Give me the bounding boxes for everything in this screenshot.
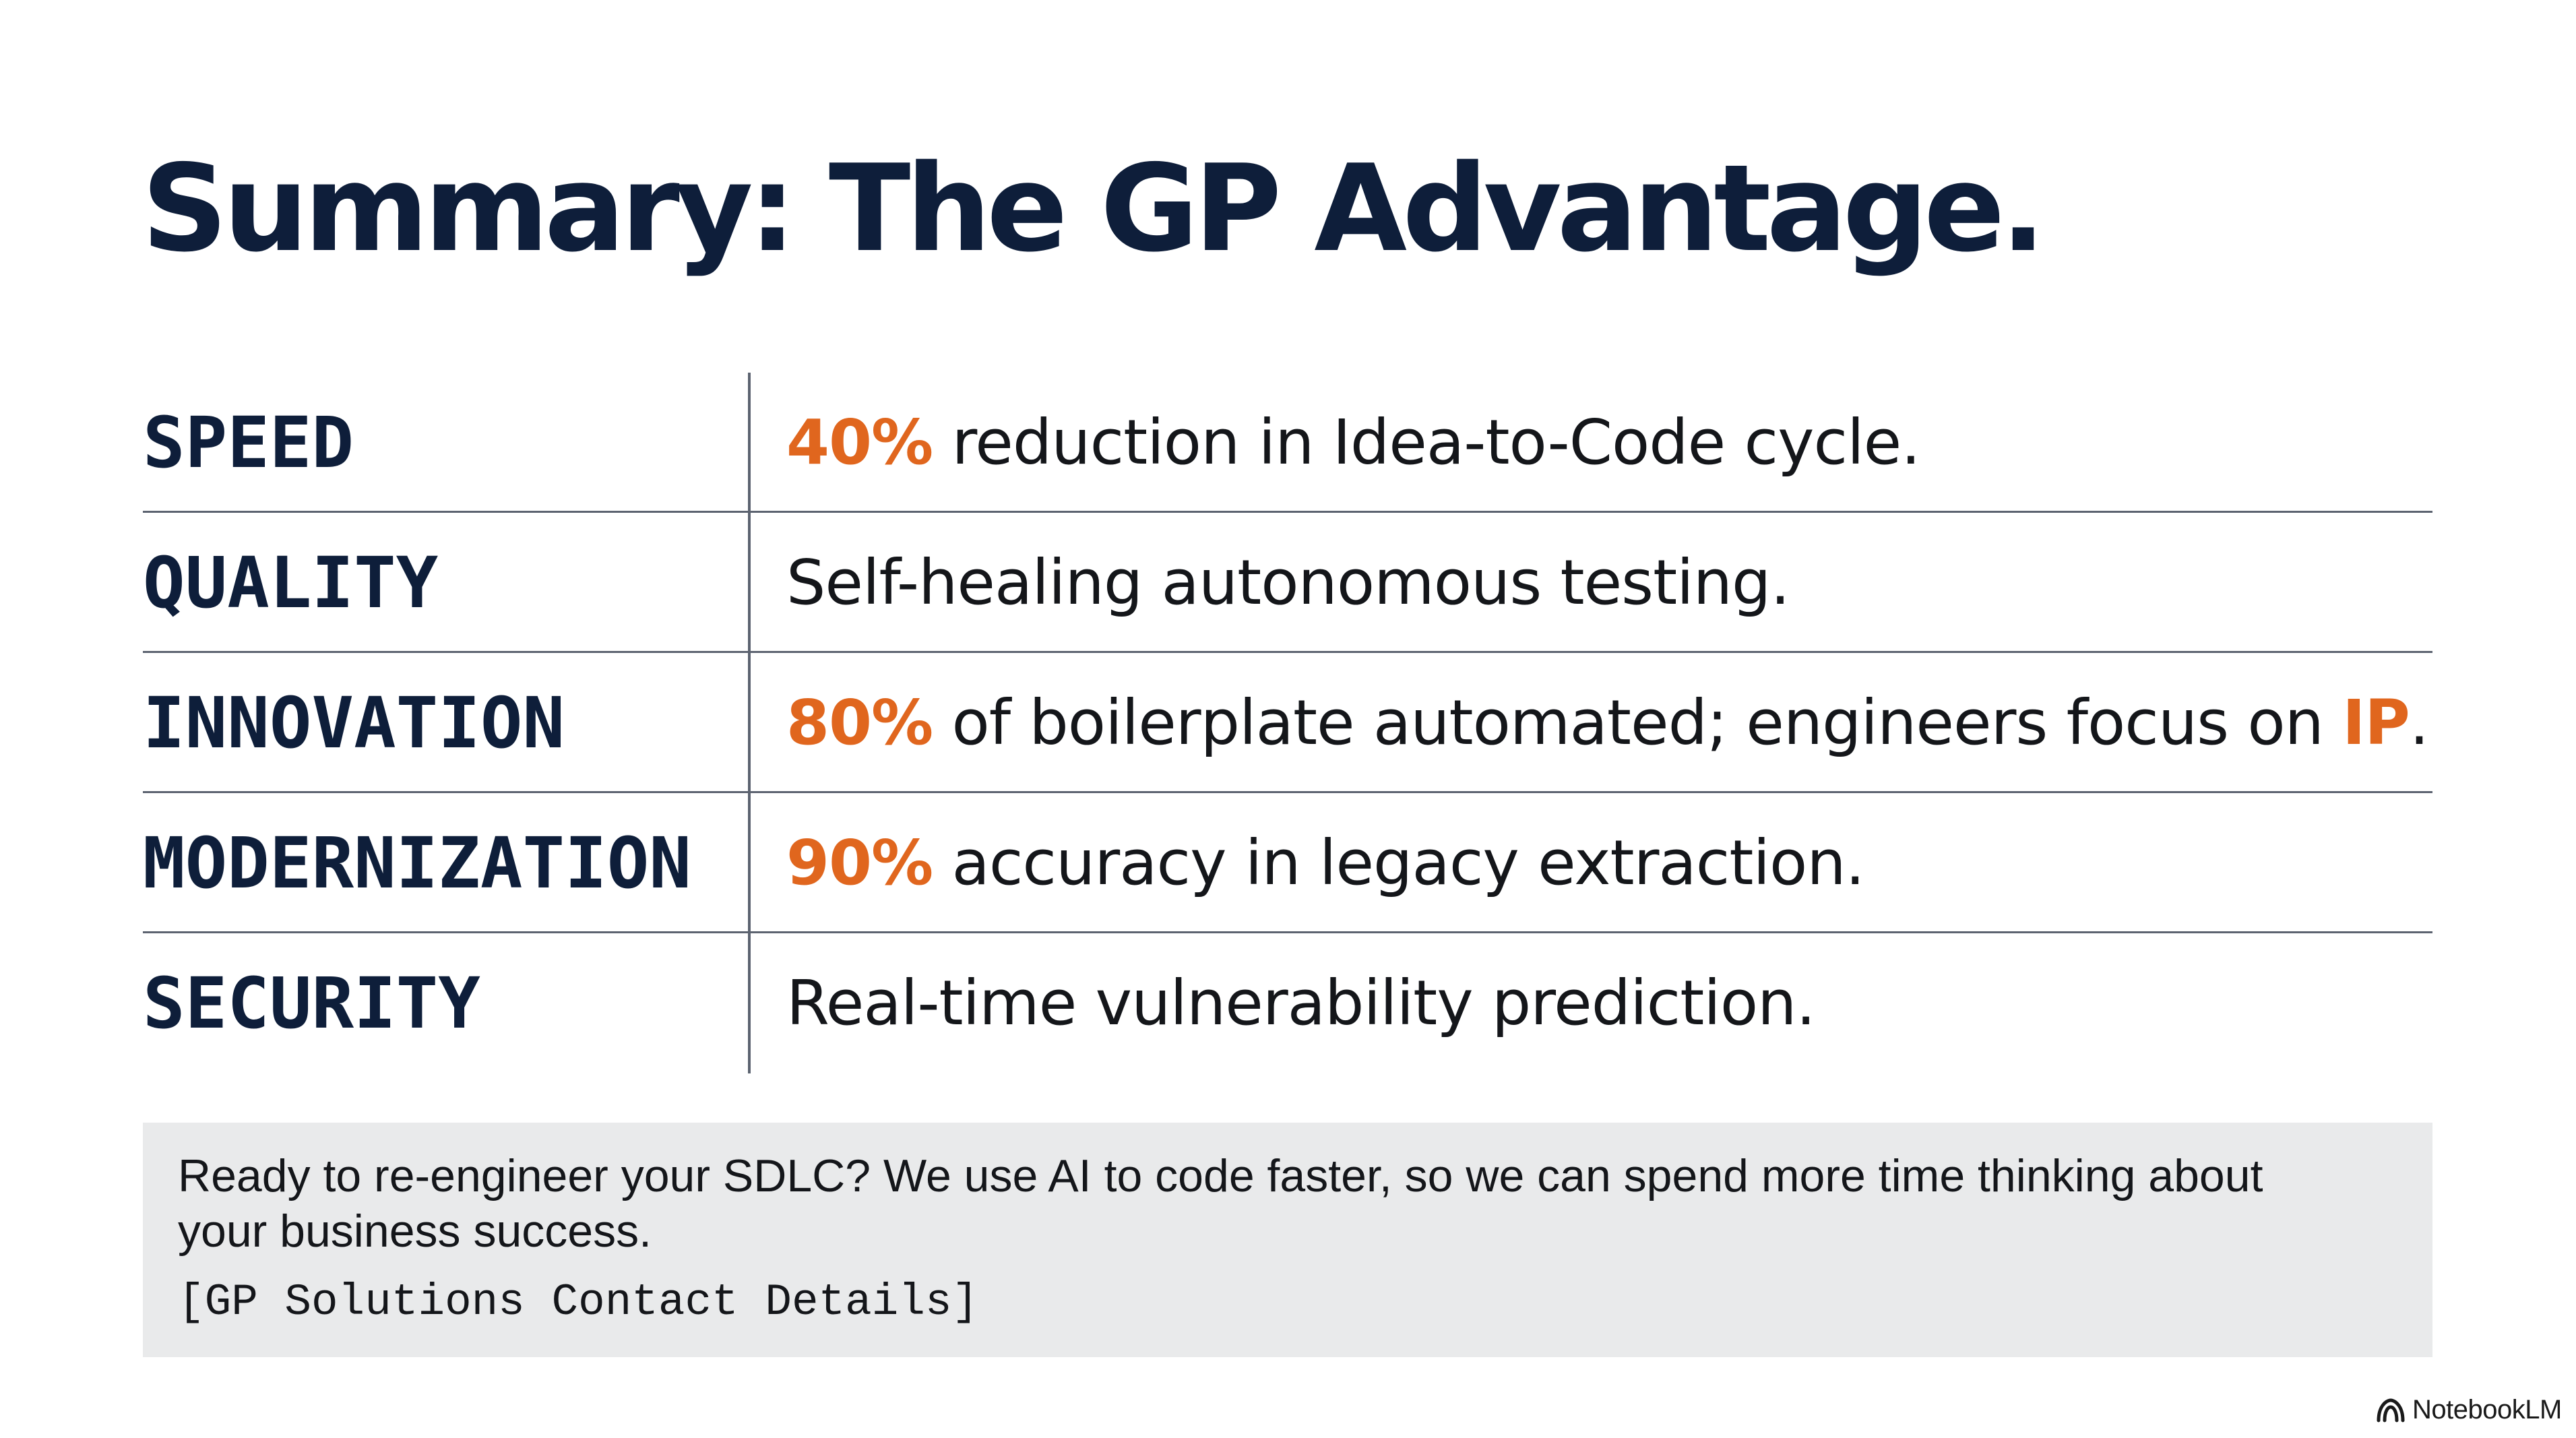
- table-row-modernization: MODERNIZATION 90% accuracy in legacy ext…: [143, 793, 2432, 933]
- row-description: 90% accuracy in legacy extraction.: [786, 793, 1865, 933]
- call-to-action-box: Ready to re-engineer your SDLC? We use A…: [143, 1123, 2432, 1357]
- row-divider: [143, 931, 2432, 933]
- table-row-security: SECURITY Real-time vulnerability predict…: [143, 933, 2432, 1073]
- description-text: Self-healing autonomous testing.: [786, 546, 1790, 619]
- highlight-metric: 80%: [786, 687, 933, 759]
- brand-name: NotebookLM: [2412, 1394, 2562, 1425]
- notebooklm-watermark: NotebookLM: [2376, 1391, 2562, 1429]
- row-label: SPEED: [143, 402, 354, 484]
- row-description: 40% reduction in Idea-to-Code cycle.: [786, 373, 1921, 513]
- table-row-quality: QUALITY Self-healing autonomous testing.: [143, 513, 2432, 653]
- advantage-table: SPEED 40% reduction in Idea-to-Code cycl…: [143, 373, 2432, 1073]
- table-row-innovation: INNOVATION 80% of boilerplate automated;…: [143, 653, 2432, 793]
- row-description: Real-time vulnerability prediction.: [786, 933, 1816, 1073]
- description-text: reduction in Idea-to-Code cycle.: [933, 406, 1920, 478]
- highlight-metric: 90%: [786, 827, 933, 899]
- highlight-metric: 40%: [786, 406, 933, 478]
- row-label: INNOVATION: [143, 682, 565, 764]
- description-text: of boilerplate automated; engineers focu…: [933, 687, 2343, 759]
- highlight-term: IP: [2342, 687, 2410, 759]
- row-description: 80% of boilerplate automated; engineers …: [786, 653, 2429, 793]
- description-end: .: [2409, 687, 2429, 759]
- row-label: QUALITY: [143, 542, 439, 624]
- column-divider: [748, 373, 751, 1073]
- row-label: MODERNIZATION: [143, 822, 691, 904]
- row-description: Self-healing autonomous testing.: [786, 513, 1790, 653]
- row-divider: [143, 511, 2432, 513]
- description-text: Real-time vulnerability prediction.: [786, 967, 1816, 1039]
- row-label: SECURITY: [143, 962, 480, 1044]
- slide-title: Summary: The GP Advantage.: [142, 139, 2046, 278]
- contact-details: [GP Solutions Contact Details]: [178, 1277, 979, 1327]
- call-to-action-text: Ready to re-engineer your SDLC? We use A…: [178, 1150, 2263, 1257]
- description-text: accuracy in legacy extraction.: [933, 827, 1864, 899]
- row-divider: [143, 651, 2432, 653]
- table-row-speed: SPEED 40% reduction in Idea-to-Code cycl…: [143, 373, 2432, 513]
- notebooklm-logo-icon: [2377, 1398, 2405, 1423]
- row-divider: [143, 791, 2432, 793]
